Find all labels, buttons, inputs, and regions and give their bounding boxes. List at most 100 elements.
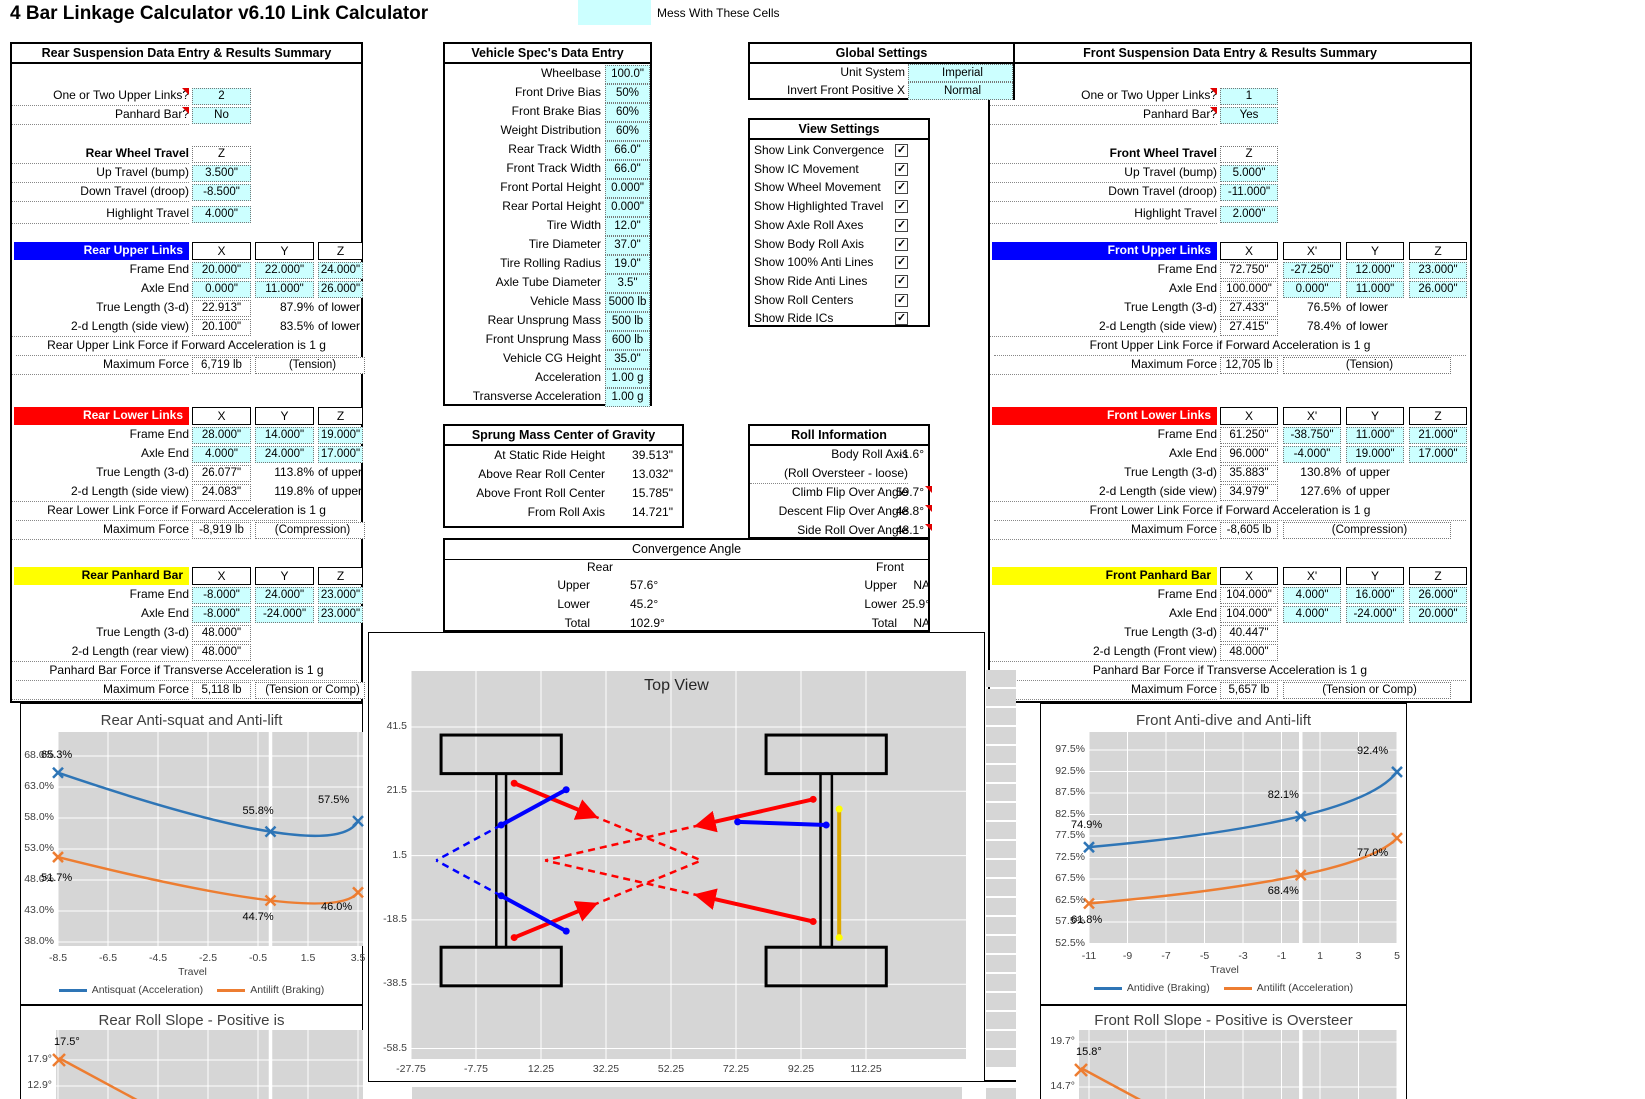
coord-cell[interactable]: 26.000" <box>318 281 363 298</box>
coord-cell[interactable]: 19.000" <box>1346 446 1404 463</box>
coord-cell[interactable]: 22.000" <box>255 262 314 279</box>
coord-cell[interactable]: -4.000" <box>1283 446 1341 463</box>
coord-cell[interactable]: 20.000" <box>192 262 251 279</box>
pct-of: of upper <box>318 465 363 479</box>
spec-input[interactable]: 0.000" <box>605 179 650 198</box>
question-input[interactable]: No <box>192 107 251 124</box>
checkbox-show-axle-roll-axes[interactable]: ✓ <box>895 218 908 232</box>
spec-input[interactable]: 19.0" <box>605 255 650 274</box>
grey-cell <box>986 1050 1016 1067</box>
spec-input[interactable]: 3.5" <box>605 274 650 293</box>
coord-cell[interactable]: 4.000" <box>192 446 251 463</box>
travel-input[interactable]: -8.500" <box>192 184 251 201</box>
spec-input[interactable]: 500 lb <box>605 312 650 331</box>
max-force-value: -8,919 lb <box>192 522 251 539</box>
spec-label: Rear Track Width <box>508 142 601 156</box>
spec-label: Axle Tube Diameter <box>495 275 601 289</box>
travel-input[interactable]: 5.000" <box>1220 165 1278 182</box>
roll-label: Side Roll Over Angle <box>797 523 908 537</box>
coord-cell[interactable]: 17.000" <box>1409 446 1467 463</box>
coord-cell: 100.000" <box>1220 281 1278 298</box>
coord-cell[interactable]: 11.000" <box>255 281 314 298</box>
view-settings-panel: View Settings Show Link Convergence ✓ Show … <box>748 118 930 327</box>
col-header-z: Z <box>1409 407 1467 425</box>
travel-input[interactable]: 2.000" <box>1220 206 1278 223</box>
coord-cell[interactable]: 24.000" <box>255 587 314 604</box>
question-input[interactable]: 1 <box>1220 88 1278 105</box>
checkbox-show-ride-ics[interactable]: ✓ <box>895 312 908 326</box>
checkbox-show-highlighted-travel[interactable]: ✓ <box>895 200 908 214</box>
spec-input[interactable]: 12.0" <box>605 217 650 236</box>
spec-input[interactable]: 1.00 g <box>605 388 650 407</box>
spec-input[interactable]: 35.0" <box>605 350 650 369</box>
checkbox-show-body-roll-axis[interactable]: ✓ <box>895 237 908 251</box>
coord-cell[interactable]: 20.000" <box>1409 606 1467 623</box>
checkbox-show-link-convergence[interactable]: ✓ <box>895 144 908 157</box>
coord-cell[interactable]: -24.000" <box>255 606 314 623</box>
true-length-label: True Length (3-d) <box>96 625 189 639</box>
spec-input[interactable]: 100.0" <box>605 65 650 84</box>
coord-cell[interactable]: 23.000" <box>318 606 363 623</box>
coord-cell[interactable]: 19.000" <box>318 427 363 444</box>
coord-cell[interactable]: -24.000" <box>1346 606 1404 623</box>
coord-cell[interactable]: 23.000" <box>1409 262 1467 279</box>
question-input[interactable]: Yes <box>1220 107 1278 124</box>
spec-input[interactable]: 1.00 g <box>605 369 650 388</box>
roll-value: 48.8° <box>895 504 924 518</box>
checkbox-show-ride-anti-lines[interactable]: ✓ <box>895 274 908 288</box>
coord-cell[interactable]: 14.000" <box>255 427 314 444</box>
coord-cell[interactable]: 12.000" <box>1346 262 1404 279</box>
coord-cell[interactable]: 23.000" <box>318 587 363 604</box>
spec-input[interactable]: 66.0" <box>605 160 650 179</box>
max-force-value: 6,719 lb <box>192 357 251 374</box>
travel-input[interactable]: -11.000" <box>1220 184 1278 201</box>
coord-cell[interactable]: 16.000" <box>1346 587 1404 604</box>
len2d-value: 34.979" <box>1220 484 1278 501</box>
coord-cell[interactable]: -27.250" <box>1283 262 1341 279</box>
coord-cell[interactable]: 26.000" <box>1409 281 1467 298</box>
x-tick: -5 <box>1199 950 1210 962</box>
spec-input[interactable]: 600 lb <box>605 331 650 350</box>
coord-cell[interactable]: -8.000" <box>192 606 251 623</box>
travel-input[interactable]: 3.500" <box>192 165 251 182</box>
roll-value: 48.1° <box>895 523 924 537</box>
checkbox-show-100-anti-lines[interactable]: ✓ <box>895 256 908 270</box>
spec-input[interactable]: 60% <box>605 122 650 141</box>
spec-input[interactable]: 0.000" <box>605 198 650 217</box>
coord-cell[interactable]: 11.000" <box>1346 427 1404 444</box>
spec-input[interactable]: 50% <box>605 84 650 103</box>
checkbox-show-roll-centers[interactable]: ✓ <box>895 293 908 307</box>
spec-input[interactable]: 37.0" <box>605 236 650 255</box>
coord-cell[interactable]: 26.000" <box>1409 587 1467 604</box>
setting-input[interactable]: Imperial <box>908 64 1013 82</box>
legend-line-icon <box>217 989 246 992</box>
col-header-z: Z <box>1409 242 1467 260</box>
checkbox-show-ic-movement[interactable]: ✓ <box>895 162 908 176</box>
coord-cell[interactable]: 24.000" <box>255 446 314 463</box>
len2d-label: 2-d Length (Front view) <box>990 643 1217 662</box>
x-tick: -2.5 <box>198 952 218 964</box>
coord-cell[interactable]: 0.000" <box>1283 281 1341 298</box>
travel-input[interactable]: 4.000" <box>192 206 251 223</box>
coord-cell[interactable]: 4.000" <box>1283 587 1341 604</box>
question-input[interactable]: 2 <box>192 88 251 105</box>
coord-cell[interactable]: 24.000" <box>318 262 363 279</box>
coord-cell[interactable]: 4.000" <box>1283 606 1341 623</box>
coord-cell[interactable]: 28.000" <box>192 427 251 444</box>
coord-cell[interactable]: 11.000" <box>1346 281 1404 298</box>
true-length-label: True Length (3-d) <box>96 465 189 479</box>
y-tick: 14.7° <box>1050 1080 1075 1092</box>
coord-cell[interactable]: 17.000" <box>318 446 363 463</box>
travel-label: Down Travel (droop) <box>12 183 189 202</box>
setting-input[interactable]: Normal <box>908 82 1013 100</box>
coord-cell[interactable]: -8.000" <box>192 587 251 604</box>
coord-cell[interactable]: -38.750" <box>1283 427 1341 444</box>
spec-input[interactable]: 5000 lb <box>605 293 650 312</box>
spec-input[interactable]: 66.0" <box>605 141 650 160</box>
axis-header: Z <box>192 146 251 163</box>
coord-cell[interactable]: 0.000" <box>192 281 251 298</box>
y-tick: 12.9° <box>27 1079 52 1091</box>
coord-cell[interactable]: 21.000" <box>1409 427 1467 444</box>
checkbox-show-wheel-movement[interactable]: ✓ <box>895 181 908 195</box>
spec-input[interactable]: 60% <box>605 103 650 122</box>
